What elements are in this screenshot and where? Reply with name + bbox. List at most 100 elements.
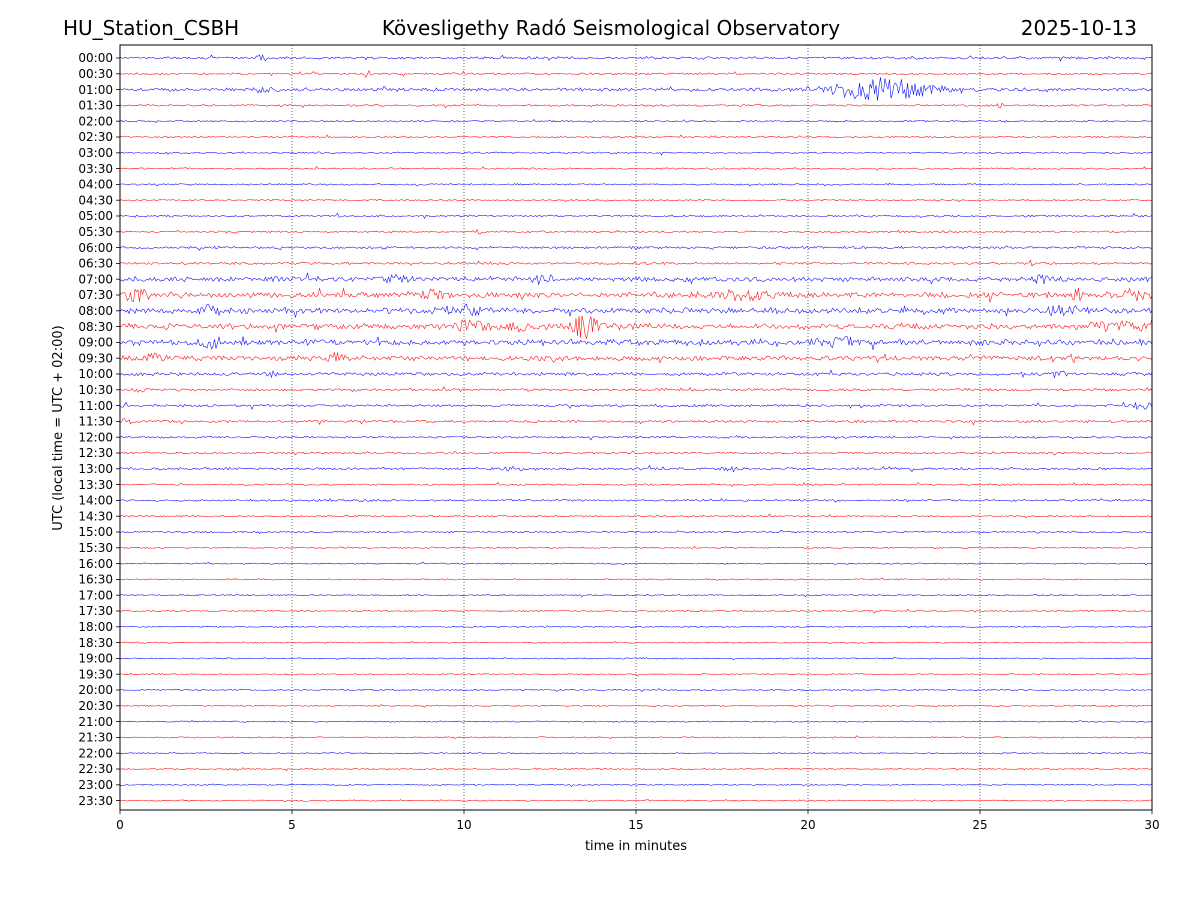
y-tick-label-1800: 18:00: [78, 620, 113, 634]
y-tick-label-1200: 12:00: [78, 430, 113, 444]
y-tick-label-1830: 18:30: [78, 636, 113, 650]
y-tick-label-1030: 10:30: [78, 383, 113, 397]
trace-1730: [119, 608, 1153, 614]
trace-0500: [119, 212, 1153, 220]
trace-1700: [119, 593, 1153, 598]
trace-2100: [119, 719, 1153, 723]
y-tick-label-1130: 11:30: [78, 415, 113, 429]
y-tick-label-1230: 12:30: [78, 446, 113, 460]
y-tick-label-0900: 09:00: [78, 336, 113, 350]
trace-0230: [119, 134, 1153, 139]
y-axis-label: UTC (local time = UTC + 02:00): [51, 325, 66, 530]
trace-1300: [119, 464, 1153, 473]
trace-0130: [119, 102, 1153, 109]
trace-1530: [119, 546, 1153, 550]
x-axis-label: time in minutes: [585, 839, 687, 854]
x-tick-label-15: 15: [628, 818, 643, 832]
y-tick-label-0230: 02:30: [78, 130, 113, 144]
y-tick-label-0830: 08:30: [78, 320, 113, 334]
trace-1200: [119, 435, 1153, 441]
trace-0330: [119, 166, 1153, 171]
y-tick-label-1730: 17:30: [78, 604, 113, 618]
y-tick-label-0530: 05:30: [78, 225, 113, 239]
trace-2230: [119, 767, 1153, 772]
trace-0930: [119, 352, 1153, 364]
trace-0830: [119, 315, 1153, 340]
trace-2330: [119, 799, 1153, 803]
trace-0030: [119, 70, 1153, 78]
y-tick-label-0930: 09:30: [78, 351, 113, 365]
grid-layer: [291, 45, 981, 810]
x-tick-label-5: 5: [288, 818, 296, 832]
y-tick-label-0500: 05:00: [78, 209, 113, 223]
trace-0600: [119, 245, 1153, 251]
y-tick-label-2330: 23:30: [78, 794, 113, 808]
date-title: 2025-10-13: [1021, 16, 1137, 40]
trace-0800: [119, 303, 1153, 318]
trace-1900: [119, 657, 1153, 661]
y-tick-label-1430: 14:30: [78, 509, 113, 523]
trace-0730: [119, 287, 1153, 303]
trace-layer: [119, 54, 1153, 803]
station-title: HU_Station_CSBH: [63, 16, 239, 40]
y-tick-label-1930: 19:30: [78, 667, 113, 681]
trace-2200: [119, 752, 1153, 755]
y-tick-label-1600: 16:00: [78, 557, 113, 571]
trace-1130: [119, 418, 1153, 426]
trace-0400: [119, 182, 1153, 187]
y-tick-label-0300: 03:00: [78, 146, 113, 160]
y-tick-label-1530: 15:30: [78, 541, 113, 555]
y-tick-label-0630: 06:30: [78, 257, 113, 271]
y-tick-label-1100: 11:00: [78, 399, 113, 413]
trace-1100: [119, 401, 1153, 410]
trace-1400: [119, 498, 1153, 503]
y-tick-label-0730: 07:30: [78, 288, 113, 302]
trace-0530: [119, 229, 1153, 235]
y-tick-label-1630: 16:30: [78, 573, 113, 587]
trace-1830: [119, 640, 1153, 644]
trace-2000: [119, 688, 1153, 692]
trace-1330: [119, 482, 1153, 487]
chart-title: Kövesligethy Radó Seismological Observat…: [382, 16, 840, 40]
y-tick-label-1500: 15:00: [78, 525, 113, 539]
x-axis-ticks: 0 5 10 15 20 25 30: [116, 810, 1160, 832]
y-tick-label-2030: 20:30: [78, 699, 113, 713]
y-tick-label-0400: 04:00: [78, 178, 113, 192]
y-tick-label-1000: 10:00: [78, 367, 113, 381]
y-tick-label-2230: 22:30: [78, 762, 113, 776]
y-tick-label-0700: 07:00: [78, 272, 113, 286]
x-tick-label-20: 20: [800, 818, 815, 832]
trace-2030: [119, 704, 1153, 708]
y-tick-label-1300: 13:00: [78, 462, 113, 476]
trace-1600: [119, 561, 1153, 566]
y-tick-label-1330: 13:30: [78, 478, 113, 492]
y-tick-label-2130: 21:30: [78, 731, 113, 745]
trace-0630: [119, 259, 1153, 267]
trace-0200: [119, 119, 1153, 124]
trace-2300: [119, 783, 1153, 788]
y-tick-label-2100: 21:00: [78, 715, 113, 729]
y-tick-label-1900: 19:00: [78, 652, 113, 666]
y-tick-label-0800: 08:00: [78, 304, 113, 318]
trace-0430: [119, 198, 1153, 203]
y-tick-label-0130: 01:30: [78, 99, 113, 113]
x-tick-label-30: 30: [1144, 818, 1159, 832]
trace-0100: [119, 77, 1153, 101]
y-tick-label-0100: 01:00: [78, 83, 113, 97]
trace-1230: [119, 450, 1153, 456]
y-tick-label-1700: 17:00: [78, 588, 113, 602]
y-tick-label-0200: 02:00: [78, 114, 113, 128]
y-tick-label-0330: 03:30: [78, 162, 113, 176]
x-tick-label-0: 0: [116, 818, 124, 832]
x-tick-label-25: 25: [972, 818, 987, 832]
x-tick-label-10: 10: [456, 818, 471, 832]
y-tick-label-0000: 00:00: [78, 51, 113, 65]
trace-0900: [119, 335, 1153, 351]
y-tick-label-1400: 14:00: [78, 494, 113, 508]
trace-1630: [119, 577, 1153, 582]
trace-2130: [119, 735, 1153, 739]
y-tick-label-0430: 04:30: [78, 193, 113, 207]
trace-0300: [119, 151, 1153, 156]
trace-1930: [119, 673, 1153, 677]
trace-0700: [119, 272, 1153, 286]
